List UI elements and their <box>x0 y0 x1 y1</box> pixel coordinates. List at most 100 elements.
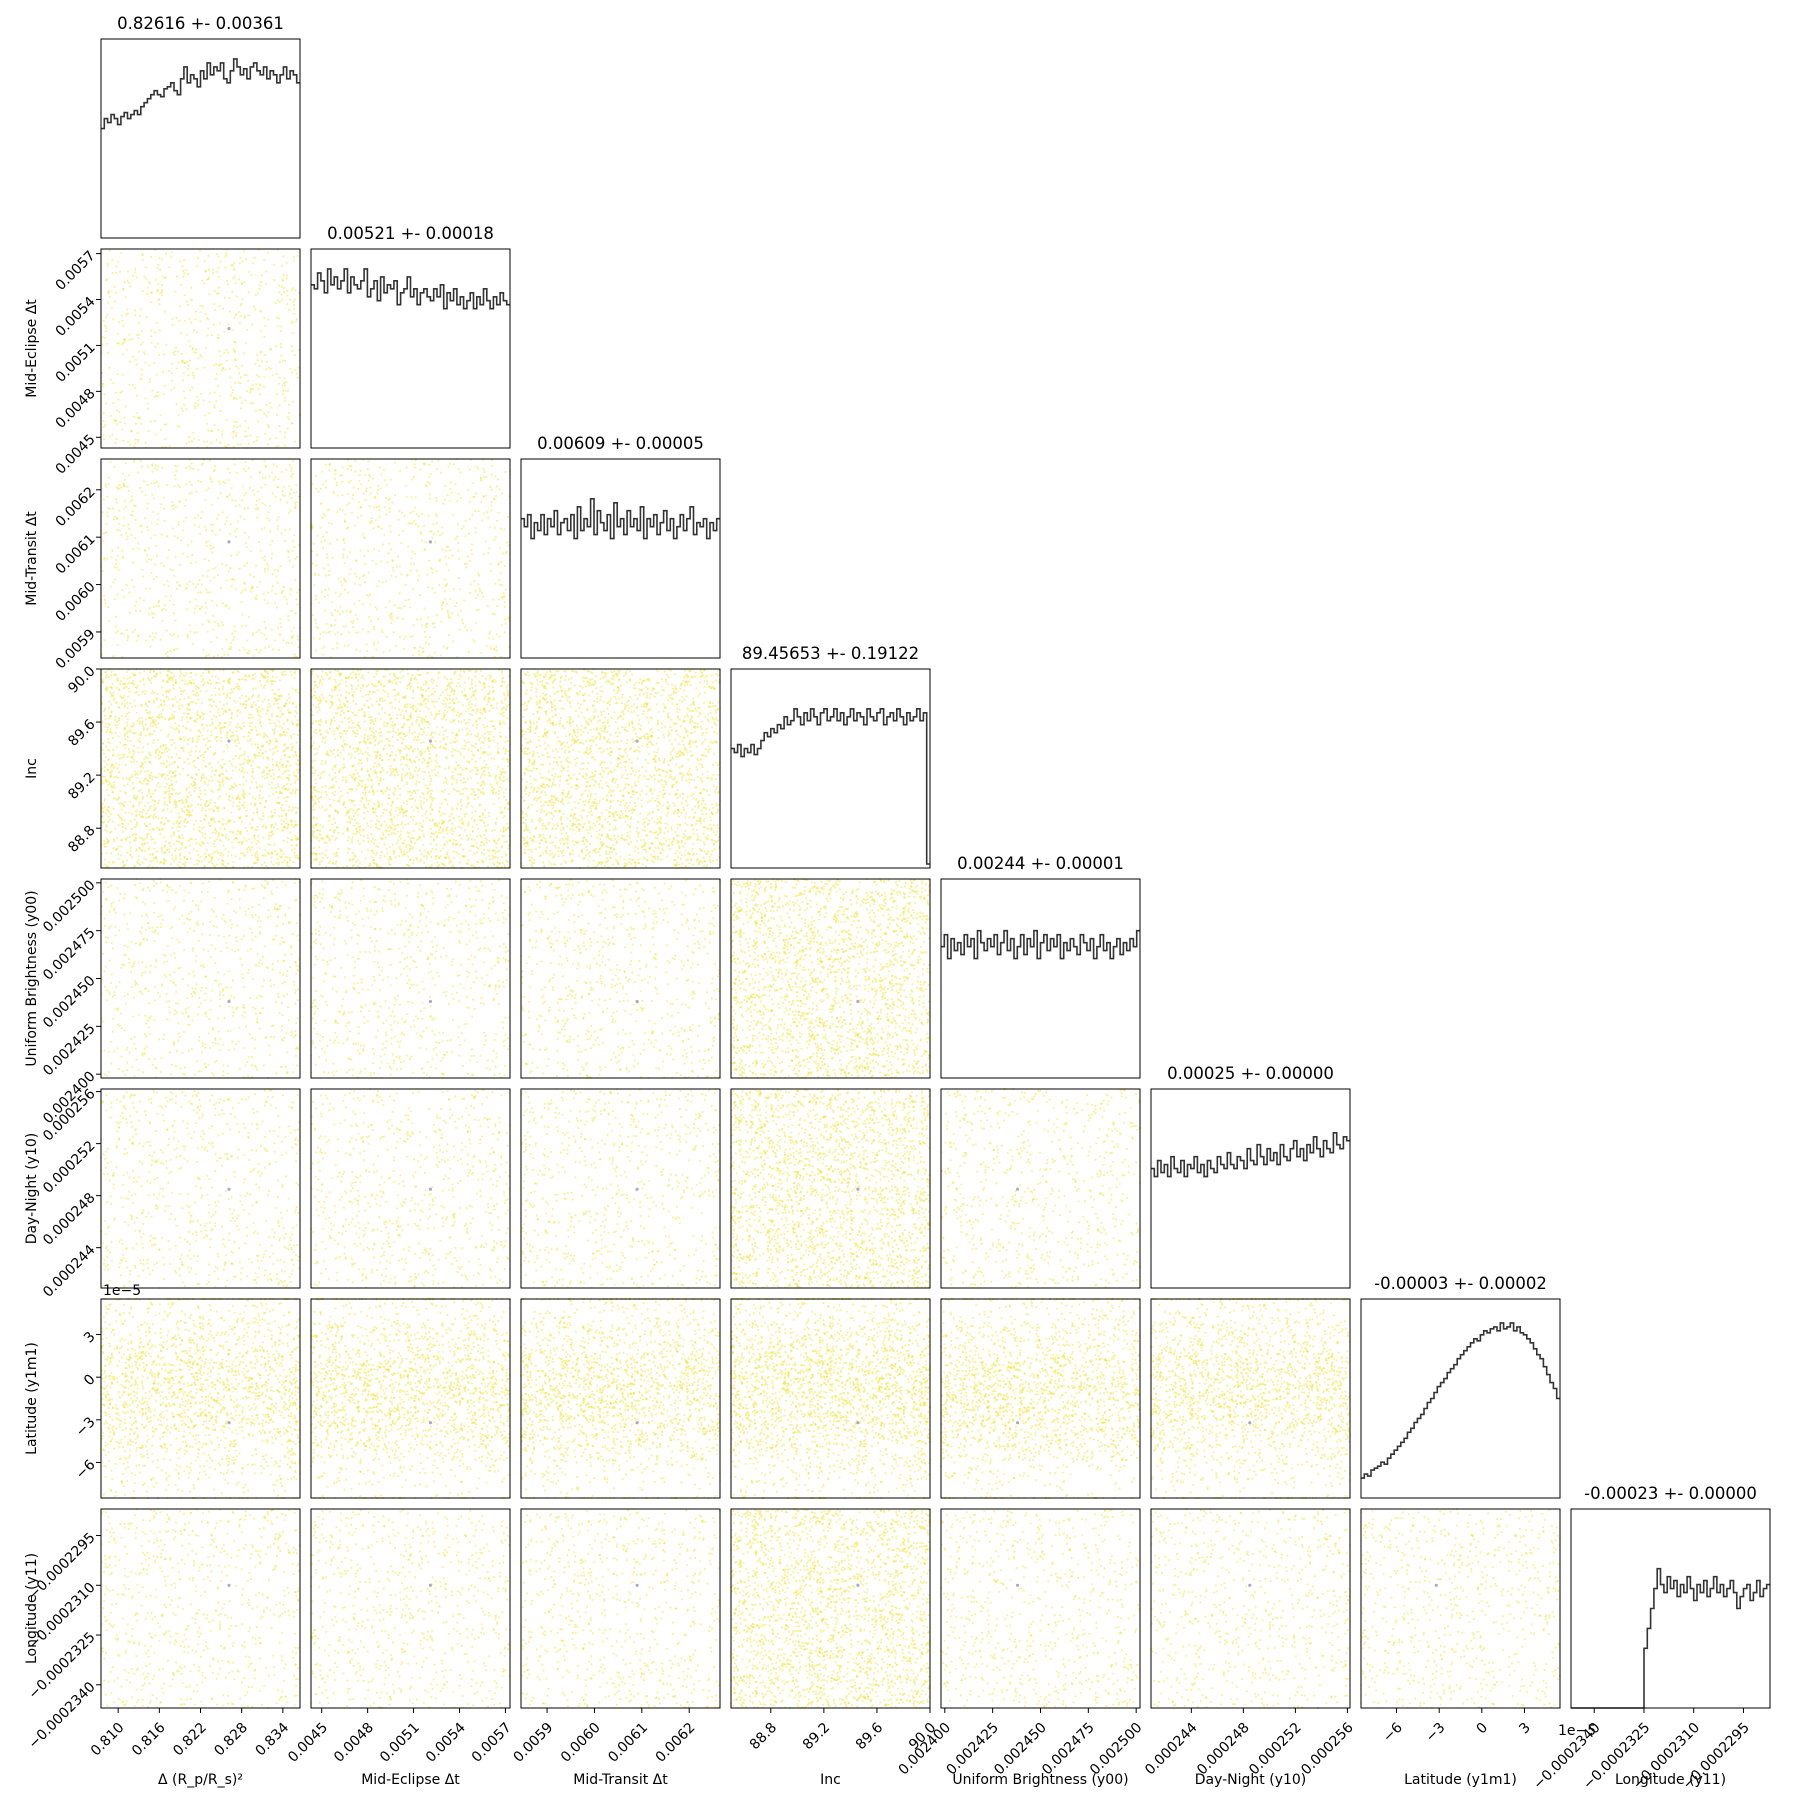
scatter-point <box>160 283 163 287</box>
scatter-point <box>286 389 290 392</box>
scatter-point <box>503 605 506 609</box>
scatter-point <box>175 587 178 591</box>
scatter-point <box>168 798 171 801</box>
scatter-point <box>114 631 117 634</box>
scatter-point <box>448 499 451 502</box>
scatter-point <box>427 616 430 619</box>
scatter-point <box>428 493 431 496</box>
scatter-point <box>271 680 275 683</box>
scatter-point <box>130 776 133 779</box>
scatter-point <box>457 729 461 733</box>
scatter-point <box>134 271 137 274</box>
scatter-point <box>234 739 237 742</box>
scatter-point <box>290 474 293 477</box>
scatter-point <box>114 291 117 294</box>
scatter-point <box>448 462 451 465</box>
scatter-point <box>263 258 266 262</box>
scatter-point <box>202 684 205 687</box>
scatter-point <box>429 842 432 845</box>
scatter-point <box>496 781 499 784</box>
scatter-point <box>406 574 409 577</box>
scatter-point <box>263 861 266 864</box>
scatter-point <box>450 612 454 615</box>
scatter-point <box>108 295 112 298</box>
scatter-point <box>325 849 328 852</box>
scatter-point <box>449 829 452 832</box>
scatter-point <box>152 361 155 364</box>
scatter-point <box>347 631 350 634</box>
scatter-point <box>237 708 240 712</box>
scatter-point <box>205 489 208 492</box>
scatter-point <box>257 840 260 843</box>
scatter-point <box>180 352 183 355</box>
panel-title-1: 0.82616 +- 0.00361 <box>117 14 284 33</box>
scatter-point <box>203 864 207 868</box>
scatter-point <box>255 564 258 567</box>
scatter-point <box>270 628 274 631</box>
scatter-point <box>229 799 232 802</box>
scatter-point <box>396 565 399 568</box>
scatter-point <box>128 474 131 477</box>
scatter-point <box>126 730 129 733</box>
scatter-point <box>117 398 120 401</box>
scatter-point <box>233 420 236 423</box>
scatter-point <box>143 837 146 840</box>
scatter-point <box>281 772 284 775</box>
scatter-point <box>155 575 158 578</box>
scatter-point <box>338 612 341 616</box>
scatter-point <box>441 548 444 551</box>
scatter-point <box>383 820 386 823</box>
scatter-point <box>166 650 169 654</box>
scatter-point <box>502 552 505 555</box>
scatter-point <box>112 846 115 850</box>
scatter-point <box>219 441 222 444</box>
scatter-point <box>334 624 337 627</box>
scatter-point <box>176 863 179 866</box>
scatter-point <box>142 728 145 731</box>
scatter-point <box>215 604 218 607</box>
scatter-point <box>136 635 140 638</box>
scatter-point <box>291 320 295 323</box>
scatter-point <box>253 493 256 496</box>
scatter-point <box>132 760 135 763</box>
scatter-point <box>259 721 262 724</box>
scatter-point <box>256 828 259 831</box>
scatter-point <box>120 839 123 842</box>
scatter-point <box>416 774 419 777</box>
scatter-point <box>130 682 133 685</box>
scatter-point <box>225 495 228 498</box>
scatter-point <box>291 806 294 809</box>
scatter-point <box>159 428 162 431</box>
scatter-point <box>224 725 227 728</box>
scatter-point <box>485 476 488 479</box>
scatter-point <box>101 385 104 388</box>
scatter-point <box>253 837 256 840</box>
scatter-point <box>224 368 227 371</box>
scatter-point <box>217 724 220 727</box>
scatter-point <box>144 587 147 591</box>
scatter-point <box>412 654 415 657</box>
scatter-point <box>207 670 210 673</box>
scatter-point <box>294 440 297 443</box>
scatter-point <box>317 573 320 576</box>
scatter-point <box>132 679 135 683</box>
scatter-point <box>468 718 471 721</box>
scatter-point <box>240 601 243 604</box>
scatter-point <box>245 815 248 818</box>
scatter-point <box>244 342 247 345</box>
scatter-point <box>169 649 172 653</box>
scatter-point <box>249 738 252 741</box>
scatter-point <box>430 760 433 763</box>
scatter-point <box>212 700 215 703</box>
scatter-point <box>116 554 119 558</box>
scatter-point <box>368 504 371 508</box>
scatter-point <box>234 314 237 317</box>
scatter-point <box>133 794 136 797</box>
scatter-point <box>102 319 105 322</box>
scatter-point <box>459 609 463 613</box>
scatter-point <box>178 860 181 864</box>
scatter-point <box>502 711 505 714</box>
scatter-point <box>481 688 484 691</box>
scatter-point <box>190 682 193 685</box>
scatter-point <box>213 404 216 407</box>
